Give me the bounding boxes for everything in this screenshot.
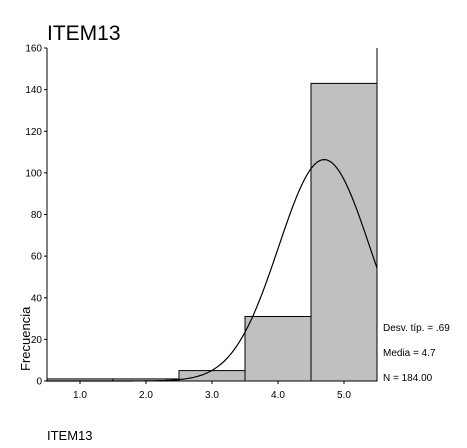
x-tick-label: 4.0 <box>271 390 285 401</box>
y-tick-label: 80 <box>31 210 43 221</box>
x-tick-label: 5.0 <box>337 390 351 401</box>
stat-sd: Desv. típ. = .69 <box>383 323 450 334</box>
x-axis-label: ITEM13 <box>47 428 93 443</box>
y-tick-label: 60 <box>31 252 43 263</box>
x-tick-label: 2.0 <box>139 390 153 401</box>
histogram-bar <box>244 315 312 382</box>
y-tick-label: 40 <box>31 293 43 304</box>
bars <box>46 82 378 382</box>
y-tick-label: 20 <box>31 335 43 346</box>
y-axis-ticks: 0 20 40 60 80 100 120 140 160 <box>25 44 47 388</box>
y-tick-label: 100 <box>25 168 42 179</box>
histogram-bar <box>178 370 246 382</box>
y-tick-label: 160 <box>25 44 42 55</box>
y-tick-label: 0 <box>36 377 42 388</box>
y-tick-label: 140 <box>25 85 42 96</box>
stat-n: N = 184.00 <box>383 373 433 384</box>
chart-title: ITEM13 <box>47 22 121 45</box>
histogram-bar <box>310 82 378 382</box>
y-tick-label: 120 <box>25 127 42 138</box>
x-tick-label: 3.0 <box>205 390 219 401</box>
x-axis-ticks: 1.0 2.0 3.0 4.0 5.0 <box>73 381 351 401</box>
stat-mean: Media = 4.7 <box>383 348 436 359</box>
x-tick-label: 1.0 <box>73 390 87 401</box>
y-axis-label: Frecuencia <box>18 306 33 371</box>
